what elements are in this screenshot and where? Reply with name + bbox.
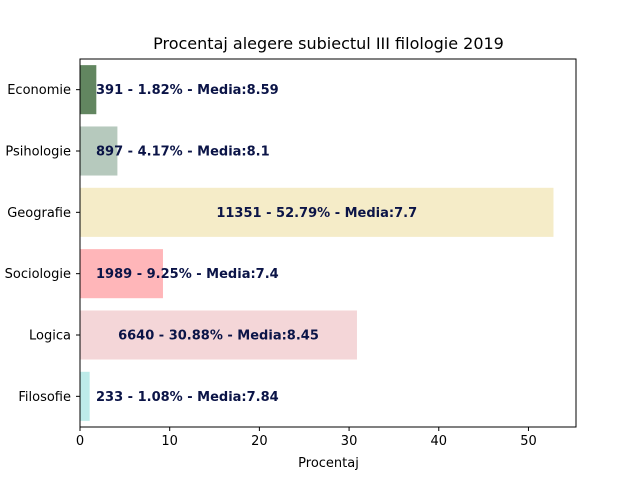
bar-label: 897 - 4.17% - Media:8.1 <box>96 145 270 160</box>
y-tick-label: Filosofie <box>18 390 71 405</box>
x-tick-label: 30 <box>341 434 358 449</box>
y-tick-label: Logica <box>29 329 71 344</box>
y-tick-label: Economie <box>7 83 71 98</box>
bar-logica <box>80 310 357 360</box>
bar-psihologie <box>80 126 118 176</box>
x-tick-label: 40 <box>430 434 447 449</box>
x-axis-label: Procentaj <box>298 456 359 471</box>
bar-label: 1989 - 9.25% - Media:7.4 <box>96 267 279 282</box>
axes-frame <box>79 58 577 428</box>
bar-label: 6640 - 30.88% - Media:8.45 <box>118 329 319 344</box>
y-tick-label: Sociologie <box>5 267 71 282</box>
bar-economie <box>80 65 97 115</box>
x-tick-label: 50 <box>520 434 537 449</box>
x-tick-label: 10 <box>161 434 178 449</box>
chart-title: Procentaj alegere subiectul III filologi… <box>153 34 504 53</box>
bar-filosofie <box>80 371 90 421</box>
bar-label: 233 - 1.08% - Media:7.84 <box>96 390 279 405</box>
plot-area: Filosofie 233 - 1.08% - Media:7.84 Logica 6… <box>5 58 577 449</box>
bar-label: 11351 - 52.79% - Media:7.7 <box>216 206 417 221</box>
y-tick-label: Geografie <box>7 206 71 221</box>
bar-label: 391 - 1.82% - Media:8.59 <box>96 83 279 98</box>
x-tick-label: 20 <box>251 434 268 449</box>
x-tick-label: 0 <box>76 434 84 449</box>
bar-sociologie <box>80 249 163 299</box>
bar-geografie <box>80 187 554 237</box>
y-tick-label: Psihologie <box>5 145 71 160</box>
